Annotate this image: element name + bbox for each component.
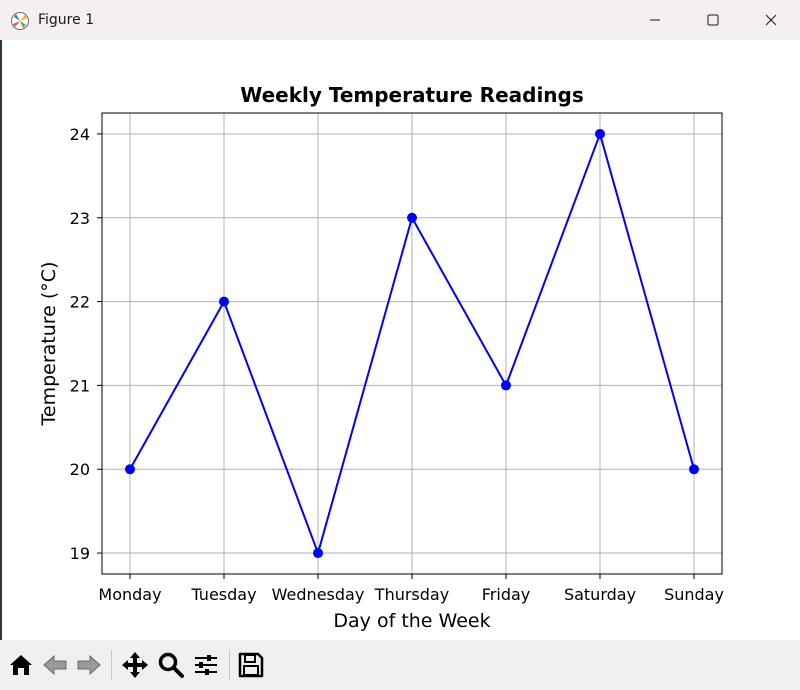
maximize-button[interactable] — [684, 0, 742, 40]
data-point — [689, 464, 699, 475]
grid — [102, 113, 722, 574]
y-tick-label: 21 — [70, 376, 90, 395]
y-tick-label: 24 — [70, 125, 90, 144]
line-chart: 19 20 21 22 23 24 Monday Tuesday Wednesday Thurs… — [38, 83, 724, 632]
x-tick-label: Thursday — [374, 585, 449, 604]
x-tick-label: Sunday — [664, 585, 724, 604]
data-point — [219, 296, 229, 307]
y-tick-label: 23 — [70, 209, 90, 228]
minimize-button[interactable] — [626, 0, 684, 40]
save-button[interactable] — [236, 650, 266, 680]
x-tick-label: Monday — [98, 585, 161, 604]
y-axis-label: Temperature (°C) — [38, 262, 60, 427]
home-icon — [10, 655, 32, 675]
matplotlib-logo-icon — [10, 11, 30, 31]
navigation-toolbar — [0, 640, 800, 690]
window-left-border — [0, 40, 2, 690]
zoom-button[interactable] — [156, 650, 186, 680]
data-point — [595, 128, 605, 139]
minimize-icon — [650, 19, 660, 21]
zoom-icon — [158, 652, 184, 678]
maximize-icon — [707, 14, 719, 26]
x-tick-label: Saturday — [564, 585, 636, 604]
window-titlebar: Figure 1 — [0, 0, 800, 40]
pan-icon — [122, 652, 148, 678]
configure-subplots-icon — [195, 655, 217, 675]
forward-icon — [77, 654, 101, 676]
figure-canvas[interactable]: 19 20 21 22 23 24 Monday Tuesday Wednesday Thurs… — [2, 40, 800, 640]
forward-button[interactable] — [74, 650, 104, 680]
data-points — [125, 128, 699, 559]
close-button[interactable] — [742, 0, 800, 40]
home-button[interactable] — [6, 650, 36, 680]
chart-title: Weekly Temperature Readings — [240, 83, 584, 107]
window-title: Figure 1 — [38, 12, 95, 28]
data-point — [407, 212, 417, 223]
toolbar-separator — [111, 650, 112, 680]
x-axis: Monday Tuesday Wednesday Thursday Friday Satu… — [98, 574, 724, 604]
save-icon — [238, 652, 264, 678]
y-tick-label: 20 — [70, 460, 90, 479]
data-point — [125, 464, 135, 475]
pan-button[interactable] — [120, 650, 150, 680]
x-tick-label: Friday — [482, 585, 531, 604]
close-icon — [765, 14, 777, 26]
data-point — [501, 380, 511, 391]
back-icon — [43, 654, 67, 676]
back-button[interactable] — [40, 650, 70, 680]
configure-subplots-button[interactable] — [191, 650, 221, 680]
data-point — [313, 548, 323, 559]
toolbar-separator — [229, 650, 230, 680]
x-tick-label: Tuesday — [190, 585, 256, 604]
x-tick-label: Wednesday — [272, 585, 365, 604]
y-tick-label: 22 — [70, 293, 90, 312]
y-tick-label: 19 — [70, 544, 90, 563]
x-axis-label: Day of the Week — [333, 610, 490, 632]
y-axis: 19 20 21 22 23 24 — [70, 125, 102, 563]
